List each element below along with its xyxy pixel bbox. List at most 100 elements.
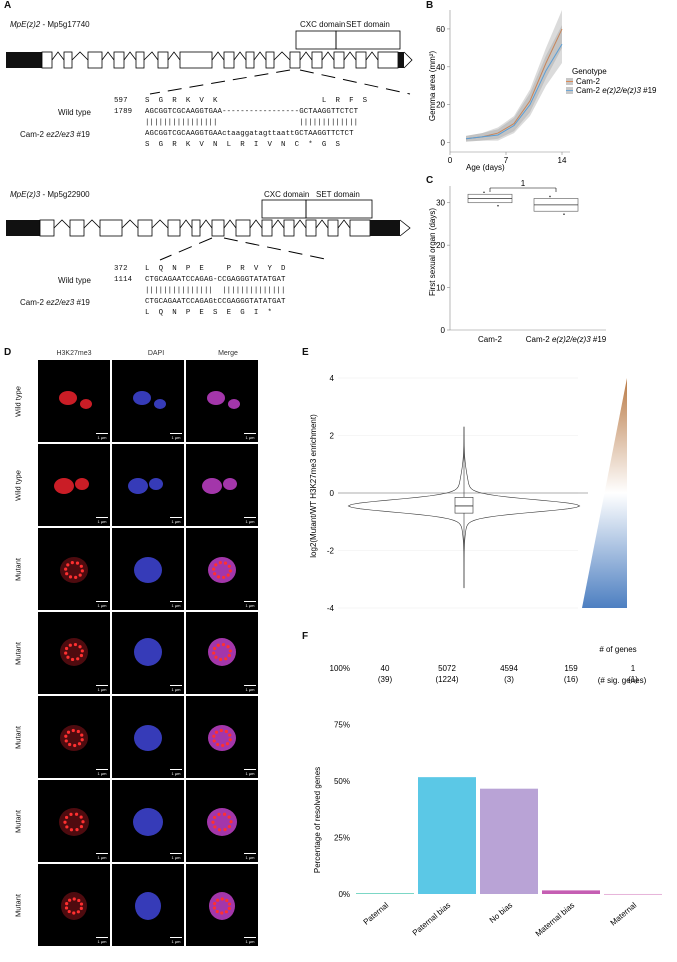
c-point [497,204,499,207]
f-sig-count: (1224) [435,675,458,684]
b-legend-1: Cam-2 [576,77,601,86]
gene1-wt-aa: S G R K V K L R F S [145,97,368,105]
d-nucleus [209,892,235,920]
d-foci [217,828,222,832]
d-image-dapi: 1 μm [112,360,184,442]
d-foci [228,569,232,573]
gene1-cxc-domain [295,30,337,50]
d-foci [65,825,69,829]
b-series-line-1 [465,43,563,140]
scale-bar: 1 μm [96,937,108,944]
scale-bar: 1 μm [96,769,108,776]
d-foci [80,569,84,573]
d-image-merge: 1 μm [186,612,258,694]
gene2-wt-nt: CTGCAGAATCCAGAG-CCGAGGGTATATGAT [145,276,286,284]
d-image-dapi: 1 μm [112,444,184,526]
d-image-dapi: 1 μm [112,780,184,862]
f-xtick-label: No bias [488,901,515,925]
scale-bar: 1 μm [170,517,182,524]
d-foci [227,824,232,829]
panel-f-chart: # of genes (# sig. genes) Percentage of … [313,645,662,938]
d-foci [79,824,84,829]
d-foci [212,651,216,655]
d-foci [64,815,69,820]
d-foci [64,646,69,651]
gene2-target-exon [211,219,225,237]
d-nucleus [154,399,166,409]
gene1-set-label: SET domain [346,20,390,29]
d-image-h3k27me3: 1 μm [38,444,110,526]
gene1-mut-label: Cam-2 ez2/ez3 #19 [20,130,90,139]
d-nucleus [149,478,163,490]
d-foci [66,563,70,567]
d-foci [219,728,223,733]
d-foci [225,742,230,746]
d-foci [79,653,84,658]
scale-bar: 1 μm [244,517,256,524]
d-foci [227,906,231,910]
d-image-merge: 1 μm [186,864,258,946]
scale-bar: 1 μm [96,433,108,440]
gene1-mut-aa: S G R K V N L R I V N C * G S [145,141,341,149]
gene2-mut-aa: L Q N P E S E G I * [145,309,272,317]
panel-b-chart: Gemma area (mm²) Age (days) Genotype Cam… [428,10,657,172]
d-foci [78,573,82,577]
scale-bar: 1 μm [96,853,108,860]
d-row-label: Wild type [13,386,23,417]
d-foci [216,898,220,902]
d-col-merge: Merge [218,350,238,357]
gene2-title: MpE(z)3 - Mp5g22900 [10,190,90,199]
d-foci [73,743,77,748]
d-nucleus [60,725,88,751]
gene2-set-label: SET domain [316,190,360,199]
scale-bar: 1 μm [96,517,108,524]
d-foci [220,897,224,901]
d-foci [64,906,69,910]
d-nucleus [208,638,236,666]
e-gradient-wedge [582,378,627,608]
gene1-utr5 [6,52,42,68]
d-image-h3k27me3: 1 μm [38,528,110,610]
d-foci [79,815,83,819]
f-header: # of genes [599,645,636,654]
d-nucleus [208,557,236,583]
b-ytick-label: 40 [436,63,445,72]
d-foci [76,910,80,914]
f-sig-count: (1) [628,675,638,684]
d-row-label: Mutant [13,726,23,749]
c-point [563,213,565,216]
panel-letter-c: C [426,175,434,186]
f-xtick-label: Paternal bias [411,901,453,938]
d-foci [222,812,227,816]
b-xtick-label: 0 [448,156,453,165]
b-ylabel: Gemma area (mm²) [428,51,437,122]
d-foci [64,567,68,571]
b-ytick-label: 20 [436,101,445,110]
d-image-dapi: 1 μm [112,528,184,610]
c-sig-label: 1 [521,180,526,188]
d-foci [80,733,84,737]
d-foci [79,906,83,910]
gene2-set-domain [305,199,373,219]
d-nucleus [60,638,88,666]
d-col-h3k27me3: H3K27me3 [56,350,92,357]
gene2-wt-nt-pos: 1114 [114,276,133,284]
d-foci [65,902,69,906]
d-row-label: Mutant [13,810,23,833]
d-foci [214,730,219,734]
c-ytick-label: 0 [441,326,446,335]
d-foci [72,897,76,901]
d-foci [216,643,220,647]
d-foci [68,742,72,747]
d-foci [226,573,230,577]
d-nucleus [228,399,240,409]
f-ytick-label: 75% [334,721,350,730]
d-foci [80,649,84,653]
d-foci [75,828,79,832]
c-ytick-label: 10 [436,284,445,293]
d-foci [75,561,80,565]
d-row-label: Wild type [13,470,23,501]
d-foci [68,575,73,579]
d-nucleus [223,478,237,490]
e-ytick-label: 4 [330,374,335,383]
